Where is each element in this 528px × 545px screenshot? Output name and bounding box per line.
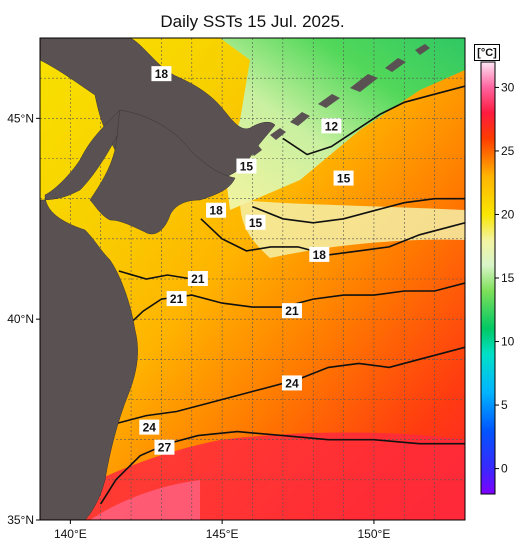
lon-tick-label: 140°E <box>54 527 87 541</box>
isotherm-label-bg <box>151 66 172 82</box>
sea-cool-region <box>220 38 465 210</box>
colorbar-tick-label: 20 <box>501 207 515 221</box>
latitude-axis: 35°N 40°N 45°N <box>7 111 40 527</box>
isotherm-label-bg <box>206 202 227 218</box>
longitude-axis: 140°E 145°E 150°E <box>54 520 390 541</box>
land-honshu <box>40 109 138 520</box>
colorbar-tick-label: 0 <box>501 462 508 476</box>
colorbar-ticks: 0 5 10 15 20 25 30 <box>495 80 515 476</box>
map-title: Daily SSTs 15 Jul. 2025. <box>160 12 345 31</box>
isotherm-label: 27 <box>158 441 172 455</box>
isotherm-label-bg <box>154 439 175 455</box>
isotherm-label: 18 <box>155 67 169 81</box>
colorbar-tick-label: 30 <box>501 80 515 94</box>
isotherm-label: 18 <box>209 204 223 218</box>
isotherm-label: 21 <box>170 292 184 306</box>
lat-tick-label: 40°N <box>7 312 34 326</box>
isotherm-label-bg <box>166 291 187 307</box>
isotherm-label-bg <box>309 246 330 262</box>
colorbar-tick-label: 5 <box>501 398 508 412</box>
isotherm-label: 24 <box>143 421 157 435</box>
isotherm-27 <box>100 430 465 505</box>
isotherm-label: 18 <box>313 248 327 262</box>
colorbar-scale <box>480 61 496 495</box>
isotherm-label-bg <box>139 419 160 435</box>
colorbar-tick-label: 10 <box>501 335 515 349</box>
isotherm-label: 15 <box>337 172 351 186</box>
colorbar-tick-label: 15 <box>501 271 515 285</box>
isotherm-label: 15 <box>249 216 263 230</box>
lat-tick-label: 35°N <box>7 513 34 527</box>
sea-hottest-region <box>90 480 200 520</box>
land-hokkaido <box>89 109 236 235</box>
isotherm-label: 21 <box>285 304 299 318</box>
isotherm-label-bg <box>187 271 208 286</box>
isotherm-label-bg <box>245 214 266 230</box>
colorbar-tick-label: 25 <box>501 144 515 158</box>
plot-area <box>40 38 465 520</box>
isotherm-label: 12 <box>325 119 339 133</box>
isotherm-label-bg <box>281 375 302 391</box>
isotherm-label-bg <box>236 158 257 174</box>
lat-tick-label: 45°N <box>7 111 34 125</box>
plot-frame <box>39 37 466 521</box>
lon-tick-label: 150°E <box>358 527 391 541</box>
sea-mixed-region <box>240 200 465 258</box>
isotherm-label-bg <box>321 118 342 134</box>
colorbar-unit: [°C] <box>474 44 500 61</box>
isotherm-12 <box>282 85 465 156</box>
isotherm-label: 24 <box>285 376 299 390</box>
isotherm-21 <box>118 270 192 280</box>
isotherm-label: 21 <box>191 272 205 286</box>
lon-tick-label: 145°E <box>206 527 239 541</box>
isotherm-label: 15 <box>240 160 254 174</box>
isotherm-label-bg <box>281 303 302 319</box>
colorbar: 0 5 10 15 20 25 30 <box>480 61 515 495</box>
isotherm-label-bg <box>333 170 354 186</box>
isotherm-15 <box>252 197 465 224</box>
